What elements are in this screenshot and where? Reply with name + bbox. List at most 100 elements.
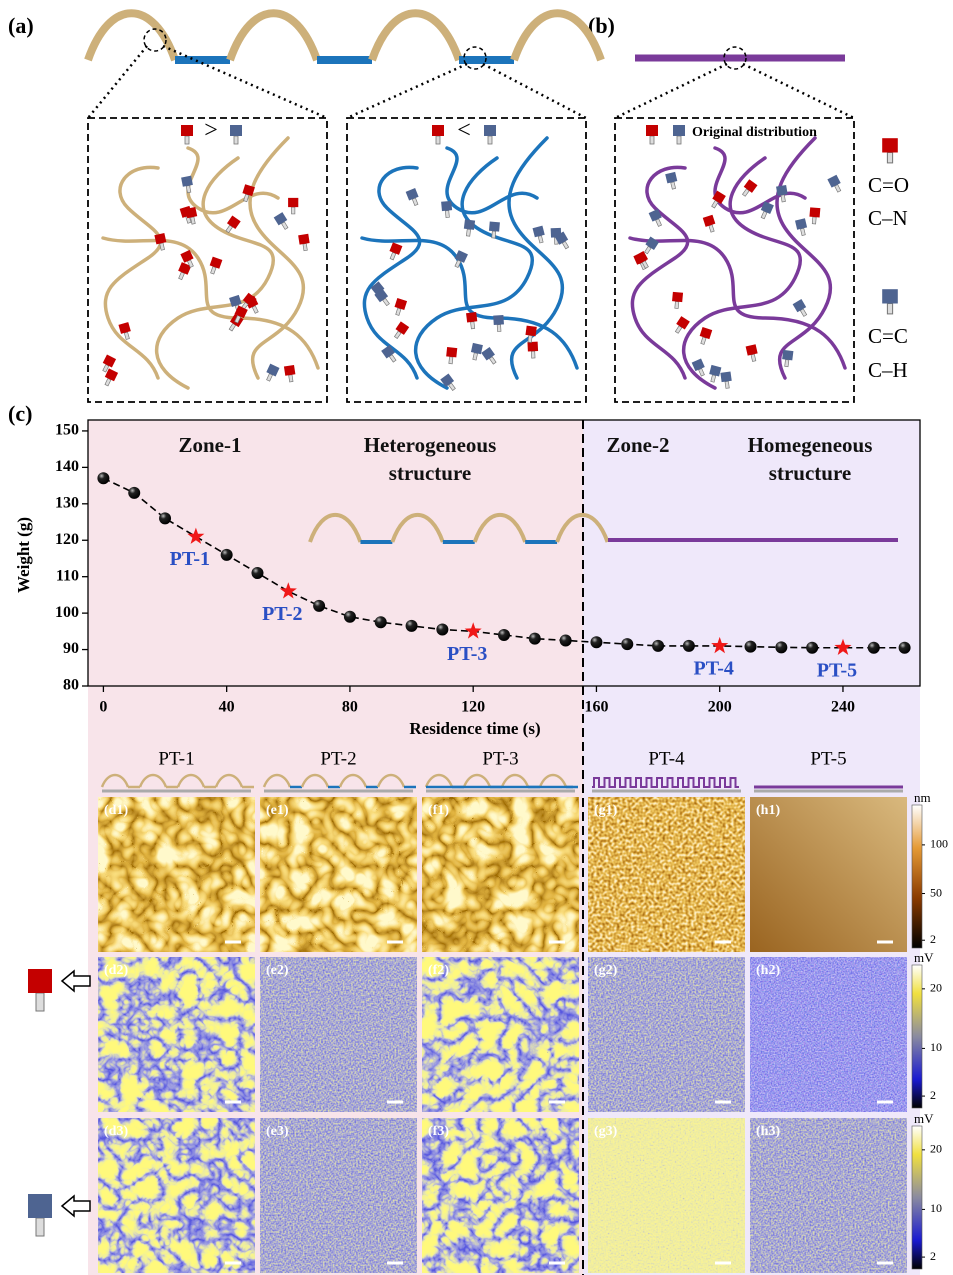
icon-head: [394, 298, 408, 311]
icon-head: [266, 363, 280, 377]
chain-arc: [226, 9, 321, 62]
micrograph: [750, 797, 907, 952]
data-point: [775, 641, 788, 654]
icon-head: [882, 138, 898, 153]
x-tick-label: 200: [708, 699, 732, 716]
icon-head: [181, 125, 193, 136]
y-tick-label: 150: [55, 422, 79, 439]
group-icon: [154, 233, 167, 251]
group-icon: [118, 322, 131, 340]
zone-label: Zone-1: [178, 433, 242, 457]
icon-head: [493, 315, 504, 325]
icon-head: [676, 316, 690, 330]
y-tick-label: 100: [55, 604, 79, 621]
micrograph: [422, 1118, 579, 1273]
micrograph: [260, 797, 417, 952]
point-label: PT-3: [447, 643, 487, 665]
colorbar-tick-label: 2: [930, 1249, 936, 1263]
data-point: [806, 641, 819, 654]
group-icon: [432, 125, 444, 145]
icon-head: [760, 201, 774, 214]
panel-tag: (g1): [594, 803, 618, 818]
chain-network: [628, 136, 847, 390]
icon-head: [745, 344, 758, 356]
zoom-box: [346, 117, 587, 403]
column-label: PT-3: [482, 748, 518, 769]
polymer-chain: [362, 165, 422, 380]
icon-head: [432, 125, 444, 136]
icon-stem: [251, 305, 259, 314]
icon-head: [185, 206, 198, 219]
icon-stem: [233, 135, 239, 145]
chain-arc: [368, 9, 463, 62]
zoom-box: [87, 117, 328, 403]
icon-stem: [454, 259, 462, 269]
icon-head: [154, 233, 167, 245]
data-point: [128, 486, 141, 499]
icon-stem: [698, 367, 705, 377]
polymer-chain: [360, 236, 579, 370]
icon-head: [709, 364, 722, 377]
icon-stem: [288, 374, 294, 383]
icon-stem: [527, 334, 533, 343]
icon-head: [776, 184, 788, 196]
colorbar: [911, 804, 923, 949]
zoom-line: [346, 62, 468, 120]
group-icon: [225, 215, 241, 234]
chain-network: [360, 136, 579, 391]
micrograph: [422, 797, 579, 952]
chain-arc: [472, 513, 528, 543]
icon-stem: [228, 322, 237, 332]
micrograph: [98, 1118, 255, 1273]
panel-tag: (e3): [266, 1124, 289, 1139]
mini-arc: [500, 773, 530, 788]
colorbar-tick-label: 10: [930, 1201, 942, 1215]
icon-stem: [711, 199, 719, 209]
group-icon: [882, 289, 898, 315]
icon-stem: [159, 242, 165, 251]
group-icon: [283, 364, 296, 383]
group-icon: [288, 197, 299, 215]
icon-head: [405, 188, 419, 201]
data-point: [251, 567, 264, 580]
point-label: PT-4: [694, 658, 734, 680]
icon-stem: [800, 227, 806, 236]
icon-head: [672, 291, 684, 303]
icon-stem: [448, 356, 454, 365]
icon-stem: [389, 251, 397, 261]
panel-tag: (d3): [104, 1124, 128, 1139]
icon-head: [454, 250, 468, 263]
polymer-chain: [248, 136, 306, 380]
icon-stem: [724, 380, 730, 389]
chain-network: [101, 136, 320, 390]
icon-stem: [448, 382, 456, 391]
group-icon: [882, 138, 898, 164]
icon-head: [374, 288, 389, 303]
y-tick-label: 120: [55, 531, 79, 548]
data-point: [313, 599, 326, 612]
group-icon: [393, 321, 410, 339]
group-icon: [827, 174, 842, 193]
panel-tag: (h1): [756, 803, 780, 818]
colorbar-tick-label: 20: [930, 1142, 942, 1156]
micrograph: [750, 957, 907, 1112]
icon-stem: [382, 297, 390, 307]
mini-arc: [424, 773, 454, 788]
icon-stem: [435, 135, 441, 145]
chain-arc: [390, 513, 445, 543]
y-tick-label: 130: [55, 494, 79, 511]
polymer-chain: [186, 146, 280, 215]
icon-head: [283, 364, 296, 376]
zoom-line: [162, 44, 328, 120]
colorbar-tick-label: 100: [930, 837, 948, 851]
column-label: PT-5: [810, 748, 846, 769]
icon-head: [102, 354, 117, 368]
group-icon: [104, 368, 119, 387]
icon-stem: [281, 221, 289, 230]
group-label: C=C: [868, 324, 908, 348]
data-line: [103, 477, 905, 649]
original-label: Original distribution: [692, 125, 817, 140]
mini-arc: [338, 773, 368, 788]
icon-head: [795, 218, 808, 230]
side-icon-stem: [35, 1217, 45, 1237]
